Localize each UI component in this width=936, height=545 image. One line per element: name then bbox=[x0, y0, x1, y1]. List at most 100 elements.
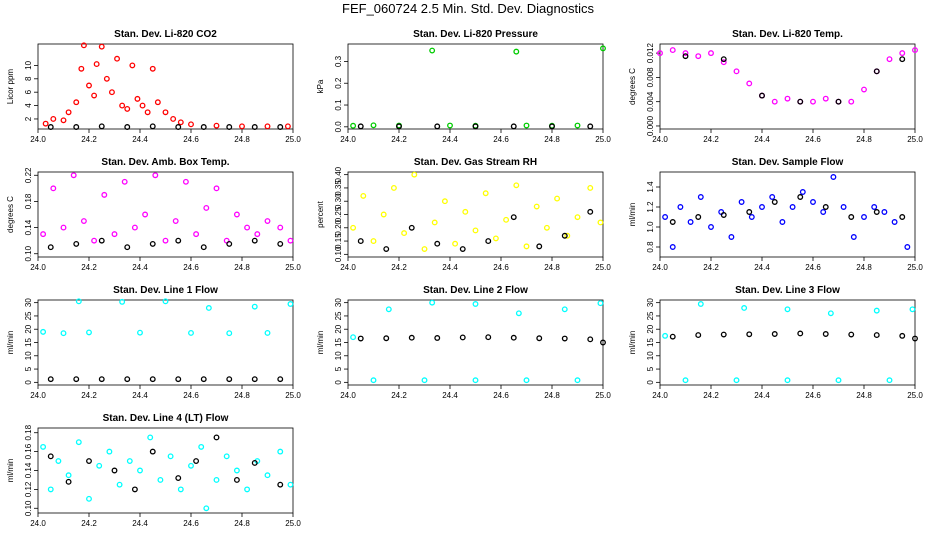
x-tick-label: 24.2 bbox=[81, 391, 97, 400]
data-point-primary bbox=[152, 172, 159, 179]
plot-frame bbox=[659, 43, 916, 130]
data-point-primary bbox=[193, 231, 200, 238]
data-point-primary bbox=[411, 171, 418, 178]
data-point-secondary bbox=[233, 476, 240, 483]
data-point-secondary bbox=[124, 124, 131, 130]
data-point-secondary bbox=[149, 448, 156, 455]
data-point-primary bbox=[264, 329, 271, 336]
y-tick-label: 10 bbox=[334, 351, 343, 360]
data-point-primary bbox=[741, 305, 748, 311]
x-tick-label: 24.2 bbox=[81, 135, 97, 144]
data-point-secondary bbox=[848, 331, 855, 338]
data-point-primary bbox=[421, 246, 428, 252]
data-point-secondary bbox=[357, 238, 364, 245]
data-point-secondary bbox=[600, 339, 606, 346]
y-tick-label: 0.12 bbox=[24, 481, 33, 497]
x-tick-label: 24.0 bbox=[652, 263, 668, 272]
x-tick-label: 24.8 bbox=[234, 391, 250, 400]
data-point-primary bbox=[669, 244, 676, 250]
data-point-primary bbox=[513, 182, 520, 189]
data-point-primary bbox=[748, 214, 755, 220]
data-point-primary bbox=[769, 194, 776, 200]
data-point-primary bbox=[733, 68, 740, 75]
y-tick-label: 0 bbox=[646, 380, 655, 385]
data-point-secondary bbox=[73, 376, 80, 383]
data-point-primary bbox=[370, 122, 377, 129]
data-point-primary bbox=[182, 178, 189, 185]
panel-sample-flow: Stan. Dev. Sample Flow 24.0 24.2 24.4 24.6 24… bbox=[628, 157, 923, 272]
data-point-secondary bbox=[434, 240, 441, 247]
data-point-primary bbox=[244, 486, 251, 493]
data-point-primary bbox=[162, 298, 169, 305]
y-tick-label: 0.10 bbox=[334, 246, 343, 262]
x-tick-label: 24.4 bbox=[442, 391, 458, 400]
data-point-secondary bbox=[175, 475, 182, 482]
y-tick-label: 10 bbox=[24, 60, 33, 69]
data-point-secondary bbox=[175, 376, 182, 383]
data-point-primary bbox=[244, 224, 251, 231]
y-axis-label: ml/min bbox=[628, 203, 637, 227]
data-point-primary bbox=[157, 476, 164, 483]
y-tick-label: 0 bbox=[24, 380, 33, 385]
panel-title: Stan. Dev. Line 2 Flow bbox=[423, 285, 528, 296]
x-tick-label: 24.0 bbox=[652, 391, 668, 400]
data-point-primary bbox=[861, 86, 867, 93]
data-point-primary bbox=[91, 237, 98, 244]
data-point-primary bbox=[65, 109, 72, 116]
panel-title: Stan. Dev. Li-820 CO2 bbox=[114, 29, 217, 40]
y-tick-label: 20 bbox=[334, 324, 343, 333]
data-point-primary bbox=[452, 240, 459, 247]
data-point-secondary bbox=[73, 240, 80, 247]
data-point-primary bbox=[60, 224, 67, 231]
data-point-primary bbox=[587, 184, 594, 191]
data-point-primary bbox=[810, 199, 816, 205]
y-tick-label: 0.16 bbox=[24, 443, 33, 459]
data-point-primary bbox=[462, 208, 469, 215]
y-tick-label: 0.012 bbox=[646, 43, 655, 64]
y-tick-label: 8 bbox=[24, 76, 33, 81]
x-tick-label: 24.6 bbox=[183, 519, 199, 528]
data-point-primary bbox=[899, 50, 906, 57]
data-point-primary bbox=[188, 329, 194, 336]
data-point-primary bbox=[55, 458, 62, 465]
data-point-secondary bbox=[536, 335, 543, 342]
data-point-primary bbox=[401, 230, 408, 237]
x-tick-label: 25.0 bbox=[285, 135, 301, 144]
data-point-primary bbox=[881, 209, 888, 215]
y-tick-label: 10 bbox=[646, 351, 655, 360]
y-tick-label: 10 bbox=[24, 351, 33, 360]
data-point-primary bbox=[149, 65, 156, 72]
data-point-primary bbox=[771, 98, 778, 105]
x-tick-label: 24.2 bbox=[81, 519, 97, 528]
data-point-primary bbox=[70, 172, 77, 179]
data-point-primary bbox=[254, 231, 261, 238]
data-point-secondary bbox=[822, 204, 829, 210]
data-point-secondary bbox=[510, 214, 517, 221]
plot-frame bbox=[659, 171, 916, 258]
data-point-secondary bbox=[587, 123, 594, 130]
y-tick-label: 0.20 bbox=[334, 219, 343, 235]
data-point-primary bbox=[891, 219, 898, 225]
x-tick-label: 24.4 bbox=[132, 519, 148, 528]
data-point-primary bbox=[203, 505, 210, 512]
x-tick-label: 24.2 bbox=[391, 391, 407, 400]
y-tick-label: 25 bbox=[24, 311, 33, 320]
data-point-primary bbox=[431, 219, 438, 226]
data-point-primary bbox=[213, 476, 220, 483]
x-tick-label: 24.6 bbox=[805, 263, 821, 272]
data-point-primary bbox=[873, 307, 880, 314]
data-point-primary bbox=[554, 195, 561, 202]
data-point-primary bbox=[233, 211, 240, 218]
x-tick-label: 24.6 bbox=[183, 391, 199, 400]
data-point-secondary bbox=[383, 335, 390, 342]
y-tick-label: 30 bbox=[334, 298, 343, 307]
data-point-secondary bbox=[251, 459, 258, 466]
data-point-secondary bbox=[472, 123, 479, 130]
plot-frame bbox=[347, 43, 604, 130]
data-point-primary bbox=[80, 218, 87, 224]
data-point-primary bbox=[822, 95, 829, 102]
data-point-primary bbox=[203, 205, 210, 211]
data-point-secondary bbox=[510, 334, 517, 341]
data-point-secondary bbox=[848, 214, 855, 220]
data-point-primary bbox=[759, 204, 765, 210]
